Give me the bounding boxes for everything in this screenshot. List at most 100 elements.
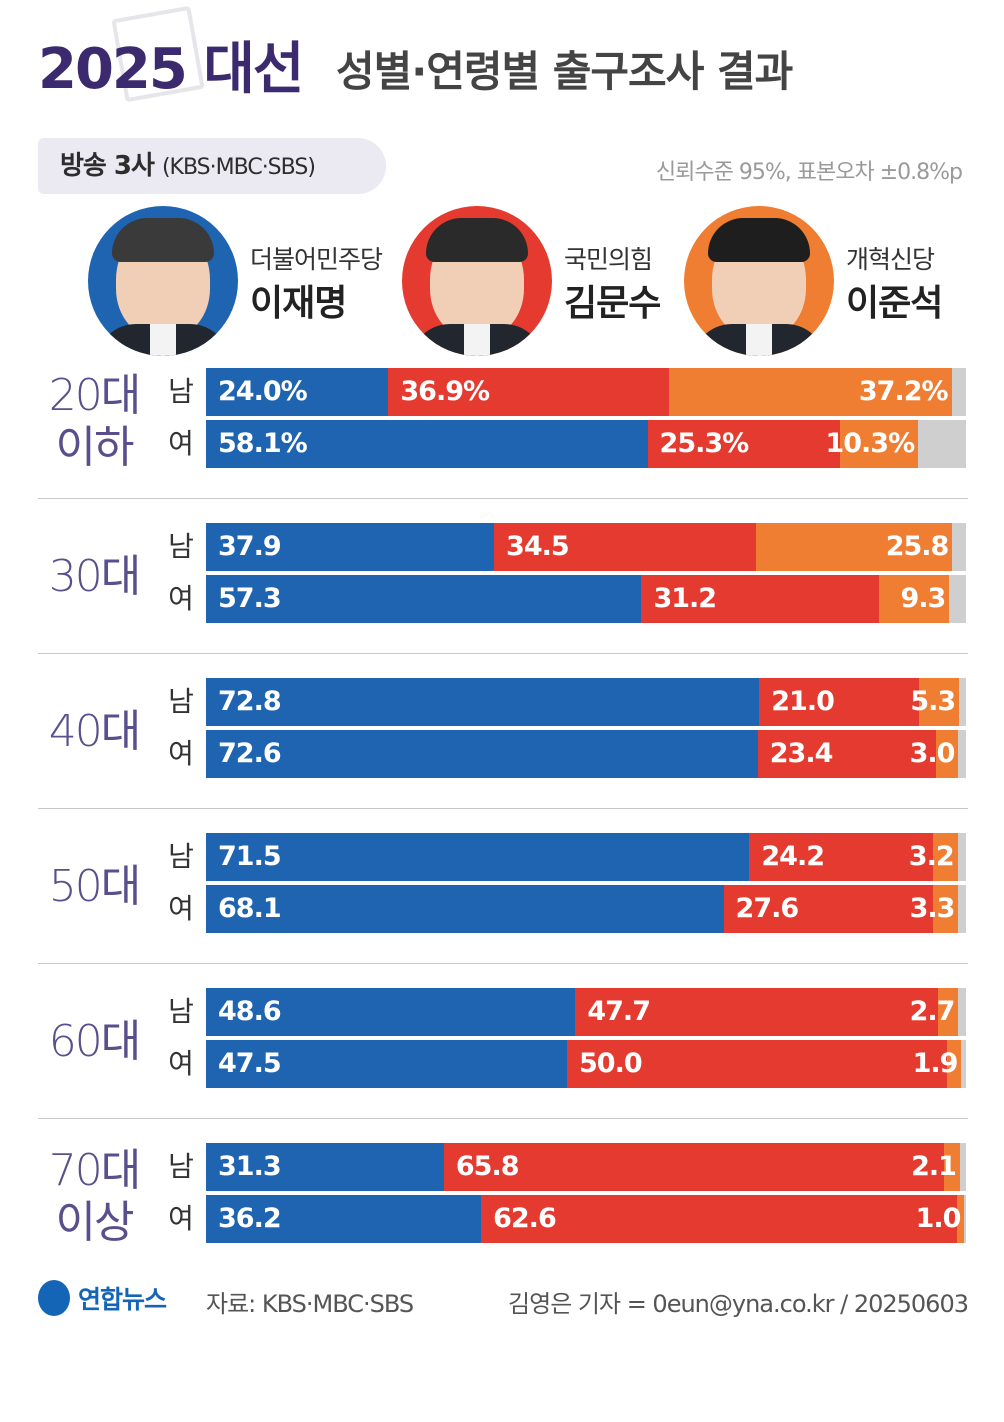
age-group: 40대 남 72.8 21.0 5.3 여 72.6 23.4 3.0: [38, 678, 968, 782]
bar-segment: [943, 1143, 960, 1191]
data-label: 36.9%: [400, 376, 490, 407]
candidate-party: 더불어민주당: [250, 245, 383, 274]
bar-segment: [494, 523, 757, 571]
bar-row: 37.9 34.5 25.8: [206, 523, 966, 571]
shirt-icon: [150, 324, 176, 356]
bar-segment: [878, 575, 950, 623]
candidate-party: 국민의힘: [564, 245, 653, 274]
logo-text: 연합뉴스: [78, 1285, 167, 1314]
bar-segment: [757, 730, 936, 778]
age-label: 30대: [48, 551, 141, 602]
bar-row: 71.5 24.2 3.2: [206, 833, 966, 881]
page-title: 성별·연령별 출구조사 결과: [336, 47, 793, 96]
shirt-icon: [746, 324, 772, 356]
age-label: 이하: [55, 422, 135, 473]
bar-segment: [641, 575, 879, 623]
data-label: 1.9: [912, 1048, 959, 1079]
bar-row: 36.2 62.6 1.0: [206, 1195, 966, 1243]
bar-segment: [567, 1040, 947, 1088]
sex-label: 남: [168, 1150, 194, 1183]
candidate-name: 이준석: [846, 283, 943, 324]
data-label: 31.3: [218, 1151, 282, 1182]
age-group: 50대 남 71.5 24.2 3.2 여 68.1 27.6 3.3: [38, 833, 968, 937]
bar-segment: [749, 833, 934, 881]
bar-row: 58.1% 25.3% 10.3%: [206, 420, 966, 468]
footer: 연합뉴스 자료: KBS·MBC·SBS 김영은 기자 = 0eun@yna.c…: [38, 1276, 969, 1320]
source-main: 방송 3사 (KBS·MBC·SBS): [60, 150, 316, 184]
bar-segment: [575, 988, 938, 1036]
title-area: 2025 대선 성별·연령별 출구조사 결과: [38, 5, 968, 120]
sex-label: 여: [168, 1202, 194, 1235]
data-label: 21.0: [771, 686, 835, 717]
bar-row: 48.6 47.7 2.7: [206, 988, 966, 1036]
group-divider: [38, 1118, 968, 1119]
candidate-photo-3: [684, 206, 834, 356]
candidate-name: 김문수: [564, 283, 661, 324]
source-detail-text: (KBS·MBC·SBS): [161, 155, 316, 180]
data-label: 23.4: [769, 738, 834, 769]
bar-segment: [206, 523, 495, 571]
data-label: 47.7: [587, 996, 651, 1027]
sex-label: 남: [168, 685, 194, 718]
data-label: 25.3%: [659, 428, 750, 459]
age-group: 30대 남 37.9 34.5 25.8 여 57.3 31.2 9.3: [38, 523, 968, 627]
data-label: 48.6: [218, 996, 282, 1027]
bar-segment: [918, 678, 960, 726]
sex-label: 여: [168, 737, 194, 770]
data-label: 72.6: [218, 738, 282, 769]
age-label: 60대: [48, 1016, 141, 1067]
sex-label: 여: [168, 892, 194, 925]
bar-segment: [933, 885, 959, 933]
data-label: 58.1%: [218, 428, 308, 459]
title-strong: 2025 대선: [38, 37, 304, 102]
bar-segment: [956, 1195, 965, 1243]
data-label: 25.8: [885, 531, 950, 562]
footer-source: 자료: KBS·MBC·SBS: [206, 1290, 414, 1318]
source-main-text: 방송 3사: [60, 151, 155, 181]
candidate-name: 이재명: [250, 283, 347, 324]
data-label: 34.5: [506, 531, 570, 562]
data-label: 10.3%: [825, 428, 915, 459]
age-label: 이상: [55, 1197, 135, 1248]
bar-row: 57.3 31.2 9.3: [206, 575, 966, 623]
bar-row: 68.1 27.6 3.3: [206, 885, 966, 933]
confidence-note: 신뢰수준 95%, 표본오차 ±0.8%p: [655, 160, 963, 185]
bar-segment: [759, 678, 919, 726]
group-divider: [38, 963, 968, 964]
data-label: 3.3: [909, 893, 956, 924]
data-label: 1.0: [915, 1203, 962, 1234]
yonhap-logo-icon: [38, 1280, 70, 1316]
age-label: 40대: [48, 706, 141, 757]
bar-segment: [206, 1040, 567, 1088]
age-group: 70대 이상 남 31.3 65.8 2.1 여 36.2 62.6 1.0: [38, 1143, 968, 1248]
bar-segment: [481, 1195, 957, 1243]
shirt-icon: [464, 324, 490, 356]
hair-icon: [426, 218, 528, 262]
age-label: 70대: [48, 1145, 141, 1196]
bar-row: 72.6 23.4 3.0: [206, 730, 966, 778]
bar-segment: [937, 988, 959, 1036]
bar-segment: [206, 885, 724, 933]
footer-credit: 김영은 기자 = 0eun@yna.co.kr / 20250603: [508, 1290, 969, 1318]
age-group: 60대 남 48.6 47.7 2.7 여 47.5 50.0 1.9: [38, 988, 968, 1092]
data-label: 36.2: [218, 1203, 282, 1234]
data-label: 68.1: [218, 893, 282, 924]
data-label: 37.9: [218, 531, 282, 562]
bar-segment: [647, 420, 840, 468]
bar-segment: [206, 678, 760, 726]
sex-label: 남: [168, 375, 194, 408]
data-label: 24.2: [761, 841, 825, 872]
bar-row: 31.3 65.8 2.1: [206, 1143, 966, 1191]
age-label: 20대: [48, 370, 141, 421]
sex-label: 남: [168, 995, 194, 1028]
data-label: 9.3: [900, 583, 946, 614]
bar-segment: [723, 885, 934, 933]
bar-segment: [947, 1040, 962, 1088]
sex-label: 여: [168, 582, 194, 615]
bar-row: 72.8 21.0 5.3: [206, 678, 966, 726]
bar-segment: [933, 833, 958, 881]
data-label: 3.2: [908, 841, 955, 872]
data-label: 24.0%: [218, 376, 308, 407]
hair-icon: [112, 218, 214, 262]
bar-segment: [206, 730, 758, 778]
